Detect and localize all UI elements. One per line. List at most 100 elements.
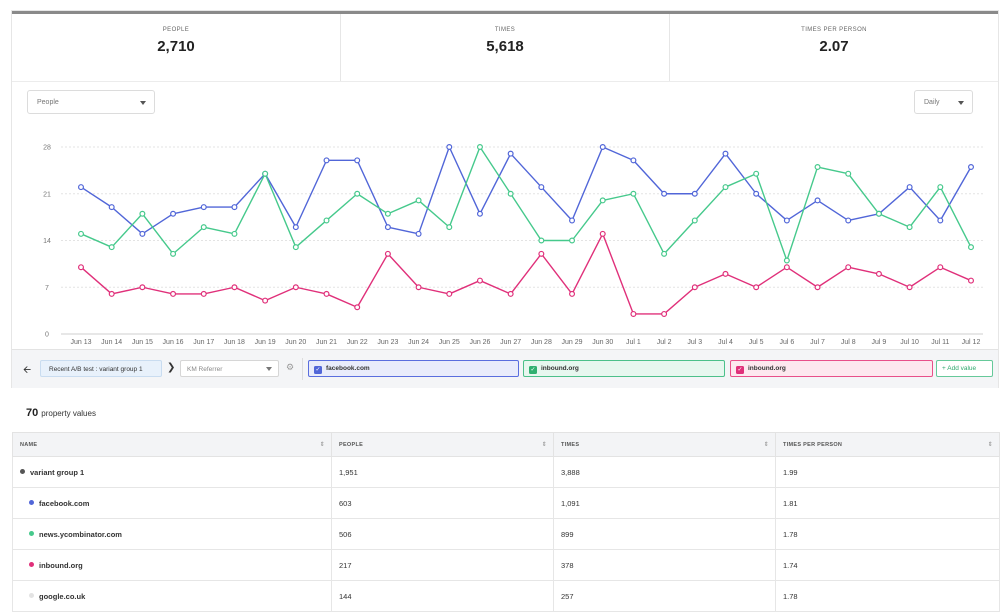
interval-select-value: Daily (924, 99, 940, 106)
checkbox-icon[interactable]: ✓ (736, 366, 744, 374)
data-point (354, 304, 361, 311)
data-point (262, 297, 269, 304)
cell-name: variant group 1 (12, 456, 332, 488)
data-point (783, 217, 790, 224)
interval-select[interactable]: Daily (914, 90, 973, 114)
data-point (661, 190, 668, 197)
stat-times: TIMES 5,618 (341, 14, 670, 81)
data-point (108, 244, 115, 251)
stat-label: TIMES PER PERSON (801, 27, 867, 33)
cell-people: 217 (331, 549, 554, 581)
x-tick-label: Jul 4 (718, 339, 733, 346)
data-point (139, 210, 146, 217)
cell-name: inbound.org (12, 549, 332, 581)
table-row[interactable]: inbound.org 217 378 1.74 (12, 549, 1000, 581)
gear-icon[interactable]: ⚙ (286, 362, 295, 372)
checkbox-icon[interactable]: ✓ (529, 366, 537, 374)
stat-value: 2,710 (157, 38, 195, 55)
property-values-table: NAME ⇕ PEOPLE ⇕ TIMES ⇕ TIMES PER PERSON ⇕ v… (12, 432, 1000, 612)
sort-icon[interactable]: ⇕ (987, 442, 993, 448)
data-point (691, 217, 698, 224)
stats-summary: PEOPLE 2,710 TIMES 5,618 TIMES PER PERSO… (12, 11, 998, 82)
data-point (231, 230, 238, 237)
x-tick-label: Jun 23 (377, 339, 398, 346)
header-label: PEOPLE (339, 441, 364, 448)
divider (302, 358, 303, 380)
line-chart: 0 7 14 21 28 Jun 13 Jun 14 Jun 15 Jun 16 Jun 17 Ju… (43, 144, 983, 346)
data-point (814, 164, 821, 171)
data-point (354, 190, 361, 197)
data-point (937, 217, 944, 224)
value-chip-facebook[interactable]: ✓ facebook.com (308, 360, 519, 377)
data-point (783, 257, 790, 264)
table-row[interactable]: variant group 1 1,951 3,888 1.99 (12, 456, 1000, 488)
data-point (783, 264, 790, 271)
data-point (967, 277, 974, 284)
x-tick-label: Jun 30 (592, 339, 613, 346)
data-point (200, 290, 207, 297)
cell-tpp: 1.81 (775, 487, 1000, 519)
cell-people: 506 (331, 518, 554, 550)
report-card: PEOPLE 2,710 TIMES 5,618 TIMES PER PERSO… (11, 10, 999, 388)
sort-icon[interactable]: ⇕ (319, 442, 325, 448)
table-row[interactable]: news.ycombinator.com 506 899 1.78 (12, 518, 1000, 550)
stat-label: TIMES (494, 27, 516, 33)
table-row[interactable]: facebook.com 603 1,091 1.81 (12, 487, 1000, 519)
data-point (139, 230, 146, 237)
data-point (906, 284, 913, 291)
data-point (630, 310, 637, 317)
data-point (661, 250, 668, 257)
data-point (814, 284, 821, 291)
cell-name: news.ycombinator.com (12, 518, 332, 550)
data-point (967, 244, 974, 251)
value-chip-inbound-pink[interactable]: ✓ inbound.org (730, 360, 933, 377)
series-dot-icon (29, 530, 34, 536)
cell-name: google.co.uk (12, 580, 332, 612)
cell-tpp: 1.74 (775, 549, 1000, 581)
chevron-down-icon (140, 101, 146, 105)
table-row[interactable]: google.co.uk 144 257 1.78 (12, 580, 1000, 612)
column-header-times-per-person[interactable]: TIMES PER PERSON ⇕ (775, 432, 1000, 457)
data-point (170, 250, 177, 257)
metric-select[interactable]: People (27, 90, 155, 114)
x-tick-label: Jun 24 (408, 339, 429, 346)
data-point (753, 170, 760, 177)
sort-icon[interactable]: ⇕ (763, 442, 769, 448)
sort-icon[interactable]: ⇕ (541, 442, 547, 448)
value-chip-inbound-green[interactable]: ✓ inbound.org (523, 360, 725, 377)
segment-filter-bar: 🡨 Recent A/B test : variant group 1 ❯ KM… (12, 349, 998, 388)
stat-people: PEOPLE 2,710 (12, 14, 341, 81)
data-point (292, 284, 299, 291)
add-value-button[interactable]: + Add value (936, 360, 993, 377)
cell-times: 1,091 (553, 487, 776, 519)
segment-tag[interactable]: Recent A/B test : variant group 1 (40, 360, 162, 377)
column-header-times[interactable]: TIMES ⇕ (553, 432, 776, 457)
chevron-down-icon (958, 101, 964, 105)
y-tick-label: 28 (43, 145, 51, 152)
cell-times: 3,888 (553, 456, 776, 488)
data-point (599, 197, 606, 204)
data-point (875, 210, 882, 217)
x-tick-label: Jun 21 (316, 339, 337, 346)
metric-select-value: People (37, 99, 59, 106)
x-tick-label: Jun 20 (285, 339, 306, 346)
stat-times-per-person: TIMES PER PERSON 2.07 (670, 14, 998, 81)
checkbox-icon[interactable]: ✓ (314, 366, 322, 374)
data-point (599, 230, 606, 237)
data-point (507, 290, 514, 297)
column-header-name[interactable]: NAME ⇕ (12, 432, 332, 457)
data-point (753, 190, 760, 197)
cell-name: facebook.com (12, 487, 332, 519)
x-tick-label: Jun 19 (255, 339, 276, 346)
x-tick-label: Jul 3 (687, 339, 702, 346)
back-arrow-icon[interactable]: 🡨 (23, 365, 32, 376)
data-point (262, 170, 269, 177)
count-label: property values (41, 409, 96, 418)
cell-times: 257 (553, 580, 776, 612)
x-tick-label: Jul 12 (962, 339, 981, 346)
column-header-people[interactable]: PEOPLE ⇕ (331, 432, 554, 457)
data-point (384, 224, 391, 231)
property-select[interactable]: KM Referrer (180, 360, 279, 377)
data-point (845, 264, 852, 271)
data-point (538, 237, 545, 244)
